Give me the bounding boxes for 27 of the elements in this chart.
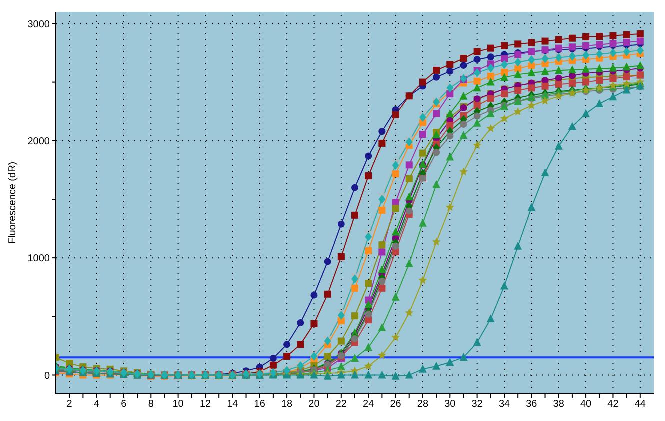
x-tick-label: 40	[580, 399, 592, 410]
y-tick-label: 0	[44, 370, 50, 382]
x-tick-label: 44	[634, 399, 646, 410]
x-tick-label: 16	[254, 399, 266, 410]
x-tick-label: 20	[308, 399, 320, 410]
x-tick-label: 36	[526, 399, 538, 410]
x-tick-label: 12	[200, 399, 212, 410]
y-axis-title: Fluorescence (dR)	[8, 162, 19, 244]
x-tick-label: 42	[608, 399, 620, 410]
x-tick-label: 26	[390, 399, 402, 410]
x-tick-label: 14	[227, 399, 239, 410]
x-tick-label: 34	[498, 399, 510, 410]
x-tick-label: 6	[121, 399, 128, 410]
y-tick-label: 1000	[28, 254, 50, 265]
x-tick-label: 22	[336, 399, 348, 410]
x-tick-label: 8	[148, 399, 154, 410]
x-tick-label: 28	[417, 399, 429, 410]
x-tick-label: 2	[66, 399, 73, 410]
x-tick-label: 18	[281, 399, 294, 410]
x-tick-label: 30	[444, 399, 456, 410]
x-tick-label: 38	[553, 399, 565, 410]
x-tick-label: 4	[94, 399, 100, 410]
x-tick-label: 24	[363, 399, 375, 410]
y-tick-label: 3000	[28, 19, 50, 30]
x-tick-label: 32	[472, 399, 484, 410]
x-tick-label: 10	[172, 399, 184, 410]
y-tick-label: 2000	[28, 136, 50, 148]
